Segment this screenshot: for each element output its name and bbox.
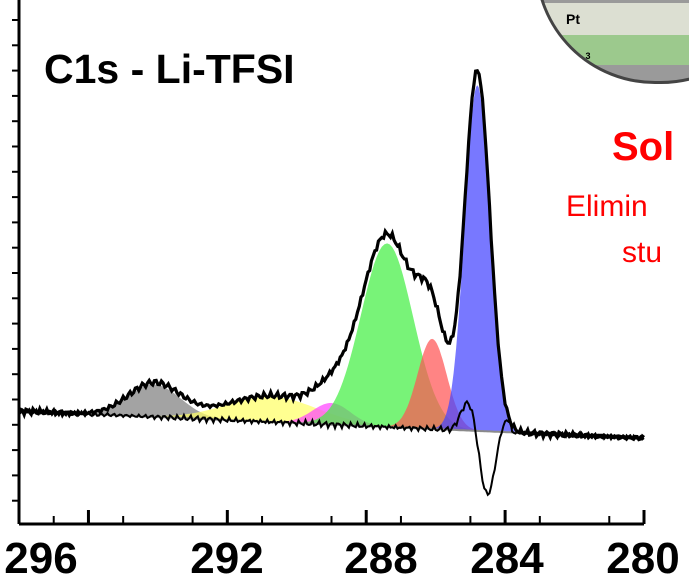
fit-component-4 [282,243,492,432]
o-subscript: 3 [585,50,591,61]
spectrum-curves [18,69,646,497]
fit-component-2 [91,396,454,430]
x-tick-label-284: 284 [470,534,544,582]
side-body-text-1: Elimin [566,190,648,223]
side-heading-text: Sol [612,125,675,169]
side-body-text-2: stu [622,236,663,269]
x-tick-label-288: 288 [344,534,418,582]
pt-layer-label: Pt [566,11,580,27]
x-tick-label-292: 292 [190,534,264,582]
al2o3-layer-label: Al2O3 [556,42,591,61]
measured-spectrum-line [18,69,646,442]
residual-line [18,399,645,497]
pt-layer: Pt [538,3,689,35]
chart-title: C1s - Li-TFSI [44,46,295,92]
al-subscript: 2 [569,50,575,61]
fitted-components [50,85,528,434]
x-tick-label-280: 280 [606,534,680,582]
fit-component-6 [427,85,528,434]
al2o3-layer: Al2O3 [538,35,689,65]
plot-axes [12,0,646,526]
x-tick-label-296: 296 [4,534,78,582]
fit-component-5 [373,338,491,432]
